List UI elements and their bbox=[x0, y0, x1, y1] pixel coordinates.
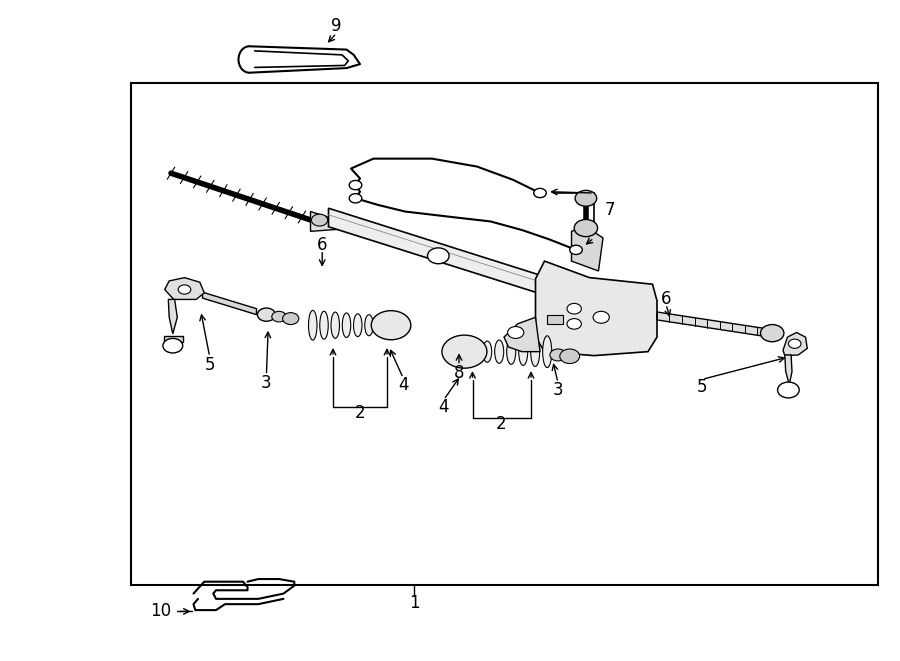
Circle shape bbox=[567, 319, 581, 329]
Text: 2: 2 bbox=[355, 404, 365, 422]
Ellipse shape bbox=[320, 311, 328, 339]
Text: 2: 2 bbox=[496, 415, 507, 434]
Ellipse shape bbox=[364, 315, 373, 336]
Circle shape bbox=[788, 339, 801, 348]
Text: 5: 5 bbox=[697, 377, 707, 396]
Text: 1: 1 bbox=[409, 594, 419, 612]
Circle shape bbox=[349, 194, 362, 203]
Circle shape bbox=[575, 190, 597, 206]
Polygon shape bbox=[328, 208, 562, 301]
Polygon shape bbox=[504, 317, 540, 352]
Circle shape bbox=[428, 248, 449, 264]
Circle shape bbox=[534, 188, 546, 198]
Text: 8: 8 bbox=[454, 364, 464, 382]
Ellipse shape bbox=[309, 310, 317, 340]
Circle shape bbox=[349, 180, 362, 190]
Circle shape bbox=[311, 214, 328, 226]
Bar bbox=[547, 315, 563, 324]
Ellipse shape bbox=[507, 339, 516, 364]
Text: 7: 7 bbox=[605, 200, 616, 219]
Circle shape bbox=[508, 327, 524, 338]
Polygon shape bbox=[572, 226, 603, 271]
Ellipse shape bbox=[543, 336, 552, 368]
Bar bbox=[130, 83, 878, 585]
Circle shape bbox=[570, 245, 582, 254]
Text: 4: 4 bbox=[398, 375, 409, 394]
Circle shape bbox=[593, 311, 609, 323]
Ellipse shape bbox=[331, 312, 339, 338]
Ellipse shape bbox=[376, 315, 384, 335]
Ellipse shape bbox=[354, 314, 362, 336]
Circle shape bbox=[178, 285, 191, 294]
Text: 4: 4 bbox=[438, 397, 449, 416]
Text: 3: 3 bbox=[553, 381, 563, 399]
Circle shape bbox=[371, 311, 410, 340]
Circle shape bbox=[560, 349, 580, 364]
Text: 6: 6 bbox=[661, 290, 671, 308]
Ellipse shape bbox=[495, 340, 504, 364]
Polygon shape bbox=[168, 299, 177, 334]
Circle shape bbox=[257, 308, 275, 321]
Ellipse shape bbox=[518, 338, 527, 366]
Circle shape bbox=[163, 338, 183, 353]
Polygon shape bbox=[783, 332, 807, 356]
Circle shape bbox=[778, 382, 799, 398]
Text: 10: 10 bbox=[150, 602, 171, 621]
Polygon shape bbox=[657, 312, 770, 337]
Polygon shape bbox=[202, 292, 256, 315]
Circle shape bbox=[442, 335, 487, 368]
Polygon shape bbox=[165, 278, 204, 299]
Circle shape bbox=[272, 311, 286, 322]
Polygon shape bbox=[785, 355, 792, 385]
Text: 5: 5 bbox=[204, 356, 215, 374]
Polygon shape bbox=[164, 336, 183, 342]
Polygon shape bbox=[310, 212, 338, 231]
Polygon shape bbox=[536, 261, 657, 356]
Circle shape bbox=[550, 349, 566, 361]
Ellipse shape bbox=[482, 341, 491, 362]
Ellipse shape bbox=[531, 337, 540, 366]
Circle shape bbox=[760, 325, 784, 342]
Text: 6: 6 bbox=[317, 235, 328, 254]
Circle shape bbox=[567, 303, 581, 314]
Text: 3: 3 bbox=[261, 374, 272, 393]
Ellipse shape bbox=[342, 313, 351, 338]
Ellipse shape bbox=[471, 342, 480, 361]
Circle shape bbox=[574, 219, 598, 237]
Text: 9: 9 bbox=[331, 17, 342, 36]
Circle shape bbox=[283, 313, 299, 325]
